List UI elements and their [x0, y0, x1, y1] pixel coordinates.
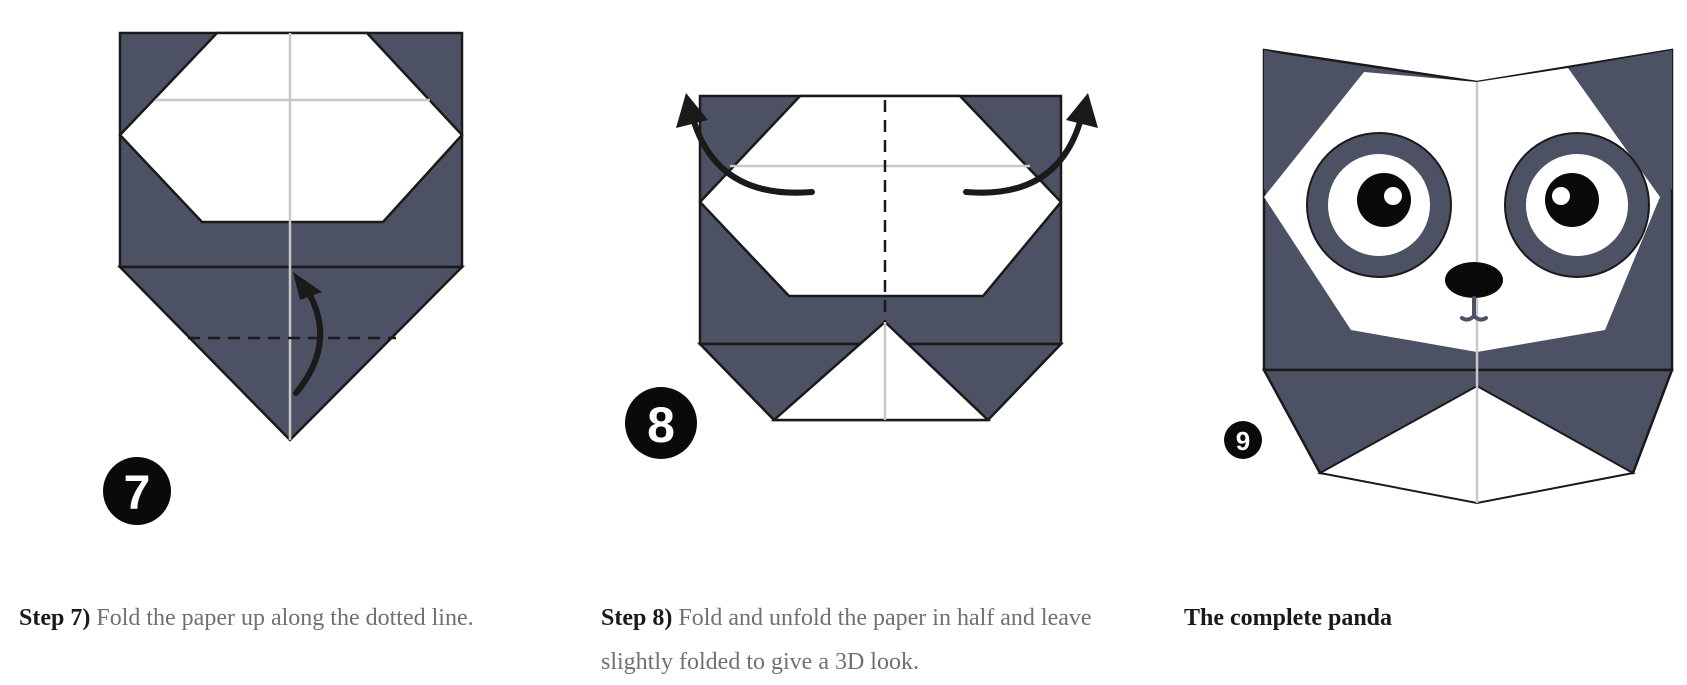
step-7-label: Step 7) [19, 605, 91, 631]
white-hexagon [698, 94, 1063, 298]
panda-nose [1445, 262, 1503, 298]
step-9-caption: The complete panda [1184, 596, 1664, 640]
step-8-text: Fold and unfold the paper in half and le… [601, 605, 1092, 675]
complete-panda-diagram: 9 [1180, 0, 1687, 540]
svg-text:7: 7 [124, 467, 151, 520]
fold-up-arrow [293, 282, 324, 396]
svg-text:9: 9 [1236, 426, 1250, 456]
step-8-label: Step 8) [601, 605, 673, 631]
fold-left-arrow [689, 112, 815, 196]
svg-text:8: 8 [647, 397, 675, 453]
left-eye [1306, 132, 1452, 278]
step-7-diagram: 7 [0, 0, 560, 540]
step-7-caption: Step 7) Fold the paper up along the dott… [19, 596, 579, 640]
step-8-caption: Step 8) Fold and unfold the paper in hal… [601, 596, 1141, 684]
panda-mouth [1460, 296, 1488, 322]
fold-right-arrow [963, 112, 1085, 196]
step-7-badge: 7 [103, 457, 171, 525]
right-eye [1504, 132, 1650, 278]
step-7-text: Fold the paper up along the dotted line. [90, 605, 474, 631]
step-9-label: The complete panda [1184, 605, 1393, 631]
step-8-diagram: 8 [590, 0, 1150, 540]
step-9-badge: 9 [1224, 421, 1262, 459]
step-8-badge: 8 [625, 387, 697, 459]
